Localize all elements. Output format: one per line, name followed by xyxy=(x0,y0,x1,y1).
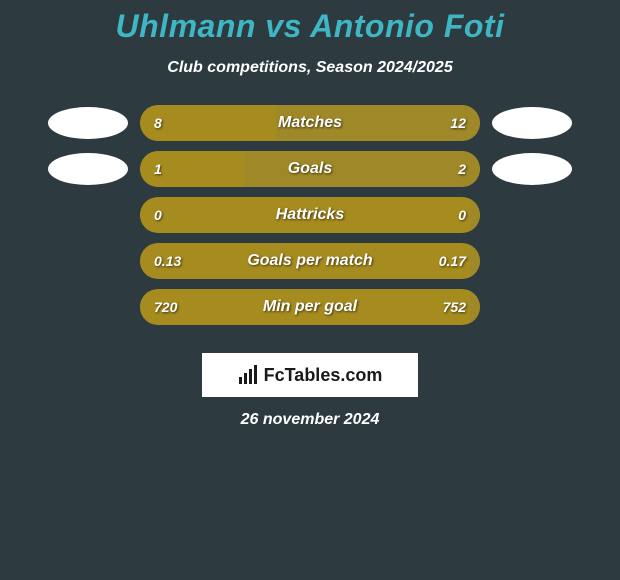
date-label: 26 november 2024 xyxy=(0,411,620,429)
stat-label: Min per goal xyxy=(140,289,480,325)
logo-text: FcTables.com xyxy=(264,365,383,386)
stat-row: 12Goals xyxy=(0,151,620,187)
stat-row: 00Hattricks xyxy=(0,197,620,233)
stat-label: Matches xyxy=(140,105,480,141)
stat-label: Goals per match xyxy=(140,243,480,279)
player-avatar-left xyxy=(48,107,128,139)
stat-bar: 812Matches xyxy=(140,105,480,141)
chart-icon xyxy=(238,365,258,385)
stat-bar: 720752Min per goal xyxy=(140,289,480,325)
subtitle: Club competitions, Season 2024/2025 xyxy=(0,59,620,77)
logo-box[interactable]: FcTables.com xyxy=(202,353,418,397)
stat-label: Hattricks xyxy=(140,197,480,233)
stat-row: 720752Min per goal xyxy=(0,289,620,325)
page-title: Uhlmann vs Antonio Foti xyxy=(0,8,620,45)
comparison-card: Uhlmann vs Antonio Foti Club competition… xyxy=(0,0,620,429)
player-avatar-right xyxy=(492,107,572,139)
stats-list: 812Matches 12Goals 00Hattricks 0.130.17Goal… xyxy=(0,105,620,335)
stat-bar: 00Hattricks xyxy=(140,197,480,233)
stat-label: Goals xyxy=(140,151,480,187)
stat-row: 0.130.17Goals per match xyxy=(0,243,620,279)
player-avatar-left xyxy=(48,153,128,185)
stat-bar: 12Goals xyxy=(140,151,480,187)
stat-bar: 0.130.17Goals per match xyxy=(140,243,480,279)
player-avatar-right xyxy=(492,153,572,185)
stat-row: 812Matches xyxy=(0,105,620,141)
